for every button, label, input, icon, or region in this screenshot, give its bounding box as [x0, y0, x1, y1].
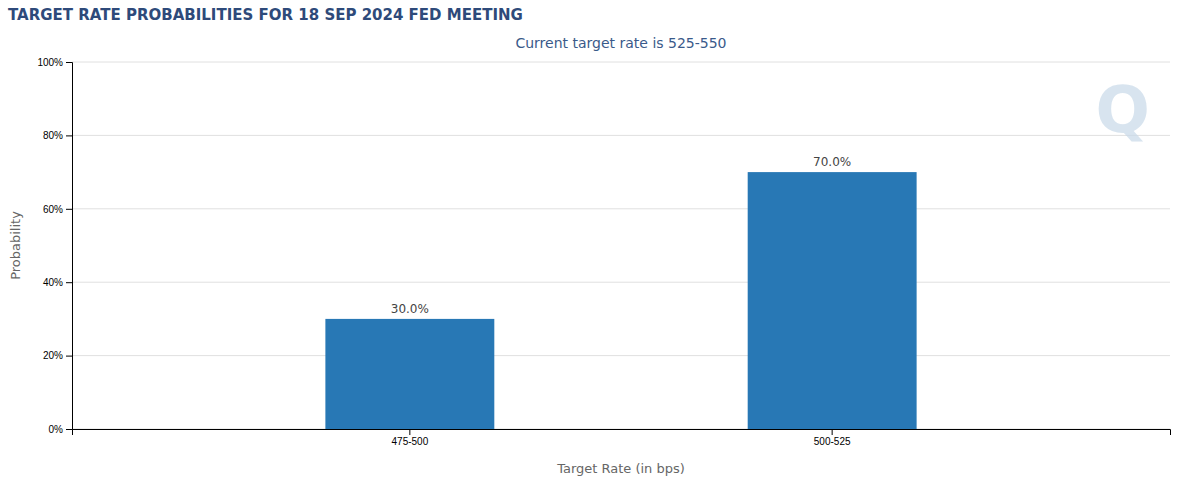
tick-label: 100%: [37, 57, 63, 68]
tick-mark: [409, 429, 410, 435]
tick: 500-525: [814, 429, 851, 447]
tick-label: 475-500: [391, 436, 428, 447]
y-axis: 0% 20% 40% 60% 80% 100%: [37, 57, 72, 435]
bar: [748, 172, 917, 429]
tick-mark: [66, 429, 72, 430]
tick-mark: [66, 135, 72, 136]
tick-label: 500-525: [814, 436, 851, 447]
tick: 100%: [37, 57, 72, 68]
tick: 475-500: [391, 429, 428, 447]
tick: 20%: [43, 350, 72, 361]
chart: 0% 20% 40% 60% 80% 100% 475-500 500-525 30.0% 70.…: [0, 0, 1200, 487]
grid-line: [72, 355, 1170, 356]
subtitle: Current target rate is 525-550: [515, 35, 726, 51]
tick-label: 0%: [49, 424, 64, 435]
x-axis: 475-500 500-525: [73, 429, 1171, 447]
axis-line: [73, 430, 1171, 436]
grid-line: [72, 208, 1170, 209]
y-axis-label: Probability: [8, 211, 23, 280]
tick: 80%: [43, 130, 72, 141]
data-label: 30.0%: [391, 302, 429, 316]
data-label: 70.0%: [813, 155, 851, 169]
grid-line: [72, 62, 1170, 63]
tick-mark: [66, 356, 72, 357]
tick: 0%: [49, 424, 72, 435]
tick-label: 20%: [43, 350, 63, 361]
tick: 60%: [43, 204, 72, 215]
grid: [72, 62, 1170, 429]
x-axis-label: Target Rate (in bps): [556, 461, 685, 476]
grid-line: [72, 135, 1170, 136]
grid-line: [72, 282, 1170, 283]
tick-label: 60%: [43, 204, 63, 215]
data-labels: 30.0% 70.0%: [391, 155, 851, 316]
tick: 40%: [43, 277, 72, 288]
axis-line: [66, 63, 73, 430]
plot-area: 0% 20% 40% 60% 80% 100% 475-500 500-525 30.0% 70.…: [37, 57, 1170, 447]
annotation: Q: [1096, 73, 1150, 147]
tick-label: 80%: [43, 130, 63, 141]
tick-mark: [832, 429, 833, 435]
tick-label: 40%: [43, 277, 63, 288]
tick-mark: [66, 209, 72, 210]
tick-mark: [66, 282, 72, 283]
title: TARGET RATE PROBABILITIES FOR 18 SEP 202…: [8, 6, 523, 24]
bars: [325, 172, 916, 429]
bar: [325, 319, 494, 429]
tick-mark: [66, 62, 72, 63]
